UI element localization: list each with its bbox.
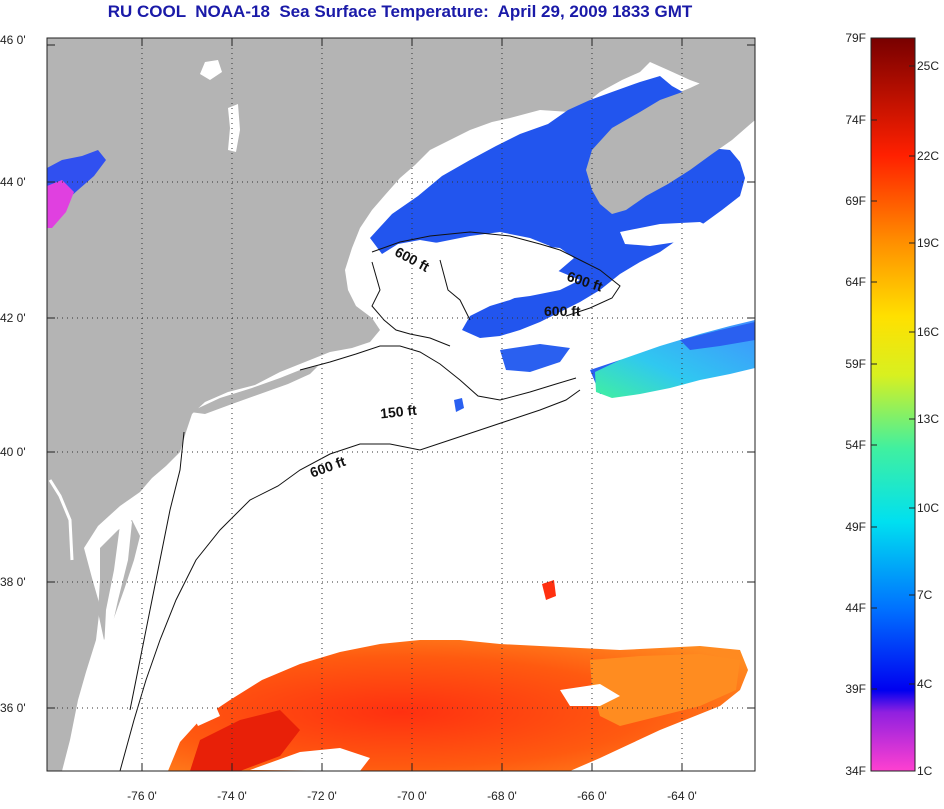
contour-label: 150 ft [379, 402, 417, 422]
land-mainland [47, 38, 755, 771]
contour-600ft-south [119, 389, 581, 771]
lon-label: -68 0' [487, 789, 517, 803]
colorbar-f-label: 44F [845, 601, 866, 615]
colorbar-f-label: 69F [845, 194, 866, 208]
lon-label: -76 0' [127, 789, 157, 803]
lat-label: 40 0' [0, 445, 26, 459]
colorbar-c-label: 13C [917, 412, 939, 426]
colorbar-f-label: 74F [845, 113, 866, 127]
colorbar-c-label: 1C [917, 764, 933, 778]
colorbar-c-label: 16C [917, 325, 939, 339]
contour-label: 600 ft [544, 303, 581, 319]
contour-600ft-northeast [371, 231, 621, 317]
colorbar: 79F 74F 69F 64F 59F 54F 49F 44F 39F 34F … [845, 31, 939, 778]
colorbar-c-label: 25C [917, 59, 939, 73]
colorbar-c-label: 4C [917, 677, 933, 691]
lat-label: 46 0' [0, 33, 26, 47]
colorbar-f-label: 59F [845, 357, 866, 371]
colorbar-f-label: 64F [845, 275, 866, 289]
land-long-island [190, 366, 318, 414]
graticule [47, 38, 755, 771]
colorbar-c-label: 22C [917, 149, 939, 163]
colorbar-c-label: 19C [917, 236, 939, 250]
colorbar-f-label: 79F [845, 31, 866, 45]
colorbar-f-label: 39F [845, 682, 866, 696]
colorbar-c-label: 10C [917, 501, 939, 515]
colorbar-c-label: 7C [917, 588, 933, 602]
colorbar-gradient [870, 37, 916, 772]
colorbar-f-label: 34F [845, 764, 866, 778]
lon-label: -66 0' [577, 789, 607, 803]
map-frame [46, 37, 756, 772]
lat-label: 42 0' [0, 311, 26, 325]
lat-label: 36 0' [0, 701, 26, 715]
lon-label: -70 0' [397, 789, 427, 803]
lat-label: 38 0' [0, 575, 26, 589]
lon-label: -74 0' [217, 789, 247, 803]
colorbar-f-label: 54F [845, 438, 866, 452]
lon-label: -72 0' [307, 789, 337, 803]
map-title: RU COOL NOAA-18 Sea Surface Temperature:… [107, 2, 693, 21]
lat-label: 44 0' [0, 175, 26, 189]
lon-label: -64 0' [667, 789, 697, 803]
colorbar-f-label: 49F [845, 520, 866, 534]
contour-150ft [299, 345, 577, 401]
